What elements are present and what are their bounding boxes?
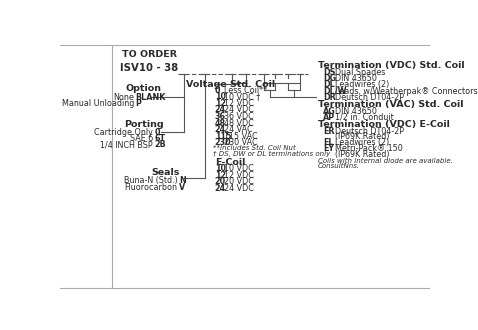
Text: 115 VAC: 115 VAC	[224, 132, 258, 141]
Text: Manual Unloading: Manual Unloading	[62, 99, 134, 108]
Text: 36 VDC: 36 VDC	[224, 112, 254, 121]
Text: Leadwires (2): Leadwires (2)	[335, 138, 389, 147]
Text: Buna-N (Std.): Buna-N (Std.)	[124, 176, 177, 185]
Text: 0: 0	[215, 86, 220, 95]
Text: 48 VDC: 48 VDC	[224, 118, 254, 127]
Text: AP: AP	[323, 113, 336, 122]
Text: 10: 10	[215, 164, 226, 173]
Text: 1/2 in. Conduit: 1/2 in. Conduit	[335, 113, 393, 122]
Text: 6T: 6T	[154, 134, 165, 143]
Text: Less Coil**: Less Coil**	[224, 86, 267, 95]
Text: DG: DG	[323, 74, 337, 83]
Text: 48: 48	[215, 118, 226, 127]
Text: 2B: 2B	[154, 141, 166, 149]
Text: V: V	[179, 183, 185, 192]
Text: 10: 10	[215, 92, 226, 101]
Text: AG: AG	[323, 107, 336, 116]
Text: (IP69K Rated): (IP69K Rated)	[335, 150, 390, 159]
Text: Termination (VDC) Std. Coil: Termination (VDC) Std. Coil	[318, 61, 465, 70]
Text: Voltage Std. Coil: Voltage Std. Coil	[185, 80, 275, 89]
Text: (IP69K Rated): (IP69K Rated)	[335, 132, 390, 141]
Text: 24: 24	[215, 183, 226, 193]
Text: EY: EY	[323, 144, 335, 153]
Text: Deutsch DT04-2P: Deutsch DT04-2P	[335, 93, 404, 102]
Text: † DS, DW or DL terminations only: † DS, DW or DL terminations only	[213, 151, 330, 157]
Text: Leads, w/Weatherpak® Connectors: Leads, w/Weatherpak® Connectors	[335, 86, 478, 96]
Text: 36: 36	[215, 112, 226, 121]
Text: Fluorocarbon: Fluorocarbon	[125, 183, 177, 192]
Text: DL: DL	[323, 81, 335, 89]
Text: SAE 6: SAE 6	[130, 134, 153, 143]
Text: TO ORDER: TO ORDER	[122, 50, 177, 59]
Text: 230 VAC: 230 VAC	[224, 138, 258, 147]
Text: 24: 24	[215, 106, 226, 115]
Text: Option: Option	[125, 84, 162, 93]
Text: E-Coil: E-Coil	[215, 158, 245, 167]
Text: 24 VDC: 24 VDC	[224, 183, 254, 193]
Text: 10 VDC †: 10 VDC †	[224, 92, 261, 101]
Text: Termination (VDC) E-Coil: Termination (VDC) E-Coil	[318, 120, 450, 129]
Text: DIN 43650: DIN 43650	[335, 74, 377, 83]
Text: 24 VAC: 24 VAC	[224, 125, 253, 134]
Text: DR: DR	[323, 93, 336, 102]
Text: 24 VDC: 24 VDC	[224, 106, 254, 115]
Text: ISV10 - 38: ISV10 - 38	[120, 63, 178, 73]
Text: 12 VDC: 12 VDC	[224, 99, 254, 108]
Text: Metri-Pack® 150: Metri-Pack® 150	[335, 144, 402, 153]
Text: DS: DS	[323, 68, 336, 77]
Text: 1/4 INCH BSP: 1/4 INCH BSP	[100, 141, 153, 149]
Text: P: P	[136, 99, 141, 108]
Text: 20: 20	[215, 177, 226, 186]
Text: 10 VDC: 10 VDC	[224, 164, 254, 173]
Text: 20 VDC: 20 VDC	[224, 177, 254, 186]
Text: Termination (VAC) Std. Coil: Termination (VAC) Std. Coil	[318, 100, 463, 109]
Text: N: N	[179, 176, 186, 185]
Text: 0: 0	[154, 128, 160, 137]
Text: **Includes Std. Coil Nut: **Includes Std. Coil Nut	[213, 146, 296, 151]
Text: EL: EL	[323, 138, 334, 147]
Text: DIN 43650: DIN 43650	[335, 107, 377, 116]
Text: Cartridge Only: Cartridge Only	[94, 128, 153, 137]
Text: 12: 12	[215, 99, 226, 108]
Text: ConsultNns.: ConsultNns.	[318, 163, 360, 169]
Text: Coils with internal diode are available.: Coils with internal diode are available.	[318, 158, 453, 164]
Text: ER: ER	[323, 127, 335, 136]
Text: Seals: Seals	[152, 168, 180, 177]
Text: Porting: Porting	[124, 120, 163, 129]
Text: DL/W: DL/W	[323, 86, 347, 96]
Text: 24: 24	[215, 125, 226, 134]
Text: BLANK: BLANK	[136, 93, 166, 102]
Text: Leadwires (2): Leadwires (2)	[335, 81, 389, 89]
Text: 115: 115	[215, 132, 231, 141]
Text: 230: 230	[215, 138, 231, 147]
Text: None: None	[113, 93, 134, 102]
Text: Dual Spades: Dual Spades	[335, 68, 385, 77]
Text: 12: 12	[215, 171, 226, 180]
Text: Deutsch DT04-2P: Deutsch DT04-2P	[335, 127, 404, 136]
Text: 12 VDC: 12 VDC	[224, 171, 254, 180]
